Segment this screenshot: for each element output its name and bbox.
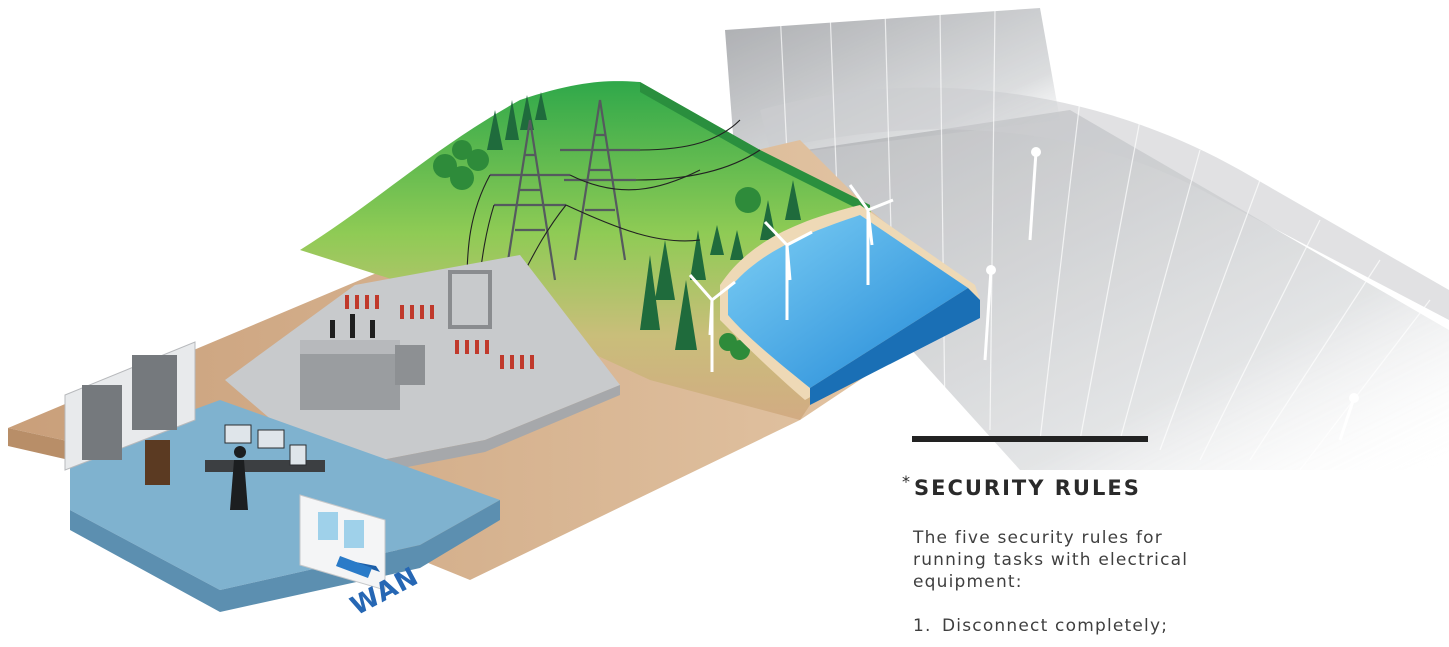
section-divider	[912, 436, 1148, 442]
transmission-pylons	[490, 99, 640, 281]
forest	[433, 92, 801, 360]
rule-text: Disconnect completely;	[942, 616, 1169, 636]
section-intro: The five security rules for running task…	[913, 528, 1189, 592]
asterisk-mark: *	[902, 472, 912, 491]
wind-turbines	[688, 184, 894, 372]
substation	[225, 255, 620, 482]
section-title: *SECURITY RULES	[902, 472, 1141, 500]
lake	[720, 205, 980, 405]
data-fan-graphic	[725, 7, 1449, 471]
rule-item: 1. Disconnect completely;	[913, 616, 1168, 636]
control-room	[64, 341, 500, 612]
section-title-text: SECURITY RULES	[914, 476, 1141, 500]
rule-number: 1.	[913, 616, 932, 636]
